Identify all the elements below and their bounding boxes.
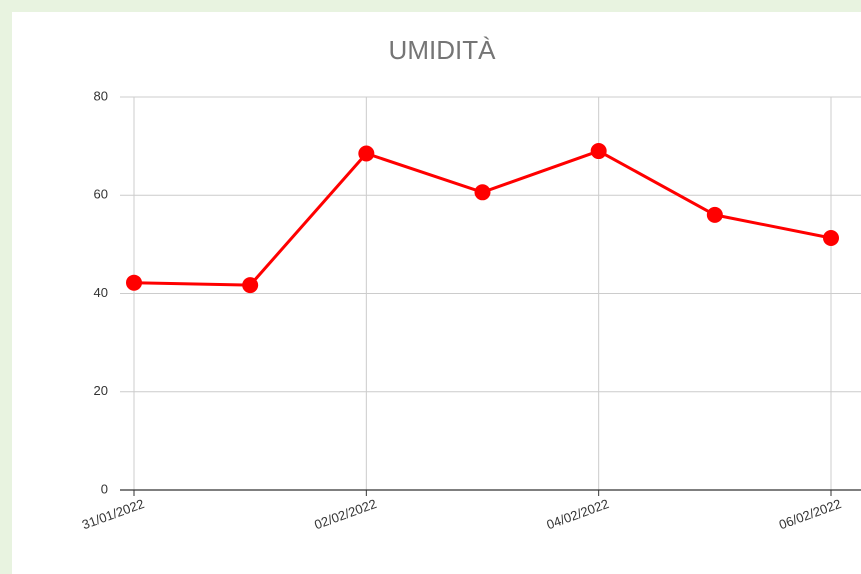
series-line — [133, 149, 832, 287]
data-point — [242, 277, 259, 294]
y-tick-label: 80 — [94, 88, 108, 103]
y-tick-label: 60 — [94, 187, 108, 202]
data-point — [823, 229, 839, 246]
data-point — [706, 206, 723, 223]
x-tick-label: 02/02/2022 — [312, 496, 378, 532]
x-tick-label: 31/01/2022 — [80, 496, 146, 532]
x-tick-label: 04/02/2022 — [545, 496, 611, 532]
data-point — [590, 143, 607, 160]
data-point — [126, 274, 142, 291]
data-point — [358, 145, 375, 162]
x-tick-label: 06/02/2022 — [777, 496, 843, 532]
data-point — [474, 184, 491, 201]
y-tick-label: 20 — [94, 383, 108, 398]
y-tick-label: 40 — [94, 285, 108, 300]
chart-title: UMIDITÀ — [389, 35, 497, 65]
y-tick-label: 0 — [101, 481, 108, 496]
